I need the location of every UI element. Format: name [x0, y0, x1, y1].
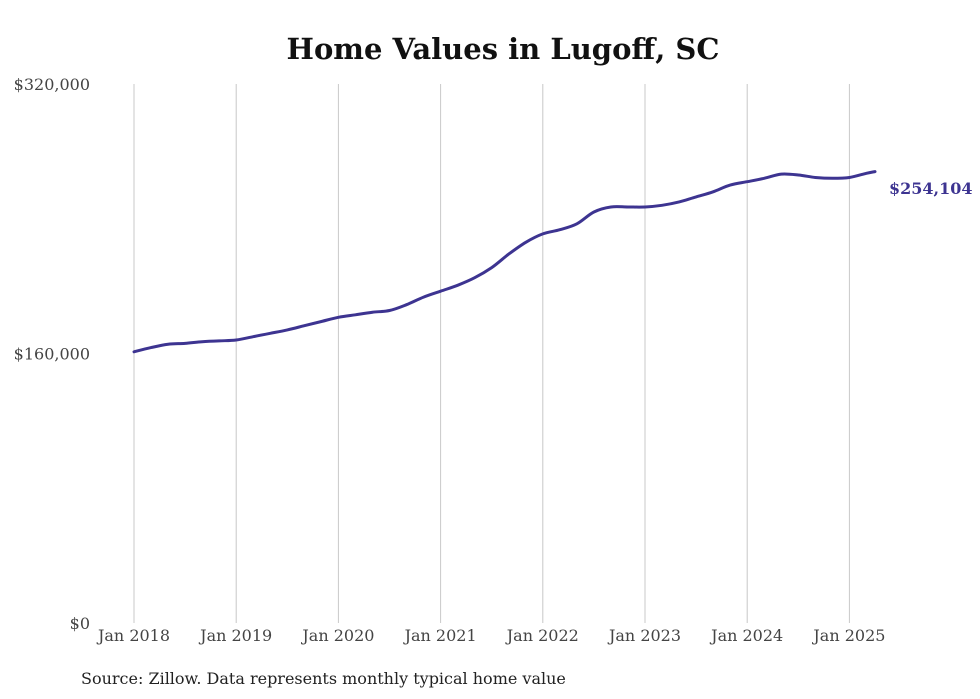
- x-tick-label: Jan 2018: [96, 626, 170, 645]
- x-tick-label: Jan 2022: [505, 626, 579, 645]
- x-axis-ticks: Jan 2018 Jan 2019 Jan 2020 Jan 2021 Jan 2022…: [96, 626, 885, 645]
- x-tick-label: Jan 2021: [403, 626, 477, 645]
- gridlines: [133, 84, 850, 623]
- y-tick-label: $160,000: [14, 345, 90, 364]
- series-line: [132, 170, 877, 354]
- x-tick-label: Jan 2019: [198, 626, 272, 645]
- x-tick-label: Jan 2025: [811, 626, 885, 645]
- end-value-label: $254,104: [889, 179, 973, 198]
- source-note: Source: Zillow. Data represents monthly …: [81, 669, 566, 688]
- chart-title: Home Values in Lugoff, SC: [287, 32, 720, 66]
- x-tick-label: Jan 2023: [607, 626, 681, 645]
- y-tick-label: $0: [70, 614, 90, 633]
- y-axis-ticks: $0 $160,000 $320,000: [14, 75, 90, 633]
- x-tick-label: Jan 2024: [709, 626, 783, 645]
- y-tick-label: $320,000: [14, 75, 90, 94]
- x-tick-label: Jan 2020: [300, 626, 374, 645]
